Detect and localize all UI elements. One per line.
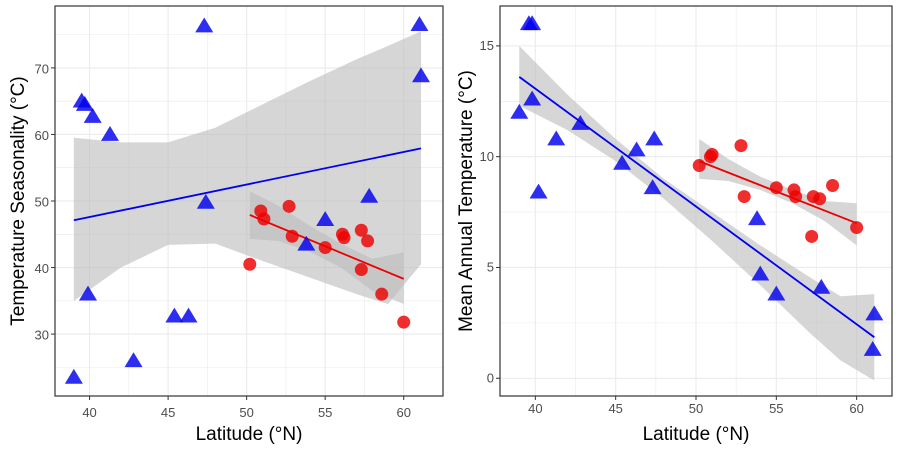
left-panel-seasonality: 40 45 50 55 60 30 40 50 60 70 Latitude (°N) Tempera… bbox=[8, 5, 444, 445]
y-tick-label: 15 bbox=[480, 38, 494, 53]
data-point-circle bbox=[375, 287, 389, 301]
y-tick-label: 30 bbox=[35, 328, 49, 343]
y-tick-label: 0 bbox=[487, 370, 494, 385]
data-point-circle bbox=[692, 159, 706, 173]
data-point-triangle bbox=[100, 125, 119, 141]
data-point-triangle bbox=[748, 210, 767, 226]
x-tick-label: 45 bbox=[608, 401, 622, 416]
x-tick-label: 40 bbox=[82, 405, 96, 420]
y-tick-label: 60 bbox=[35, 128, 49, 143]
data-point-triangle bbox=[645, 130, 664, 146]
data-point-triangle bbox=[64, 368, 83, 384]
data-point-triangle bbox=[410, 16, 429, 32]
data-point-triangle bbox=[510, 103, 529, 119]
triangle-series-points bbox=[64, 16, 431, 384]
data-point-circle bbox=[813, 192, 827, 206]
data-point-triangle bbox=[865, 305, 884, 321]
right-panel-mean-temperature: 40 45 50 55 60 0 5 10 15 Latitude (°N) Mean Annual… bbox=[456, 5, 893, 445]
x-axis-title: Latitude (°N) bbox=[196, 424, 303, 445]
y-axis-title: Mean Annual Temperature (°C) bbox=[456, 70, 477, 332]
data-point-circle bbox=[318, 241, 332, 255]
data-point-triangle bbox=[412, 67, 431, 83]
data-point-triangle bbox=[316, 211, 335, 227]
data-point-circle bbox=[826, 178, 840, 192]
x-tick-label: 55 bbox=[318, 405, 332, 420]
data-point-triangle bbox=[529, 183, 548, 199]
data-point-triangle bbox=[812, 278, 831, 294]
data-point-triangle bbox=[523, 90, 542, 106]
data-point-triangle bbox=[627, 141, 646, 157]
data-point-circle bbox=[361, 234, 375, 248]
x-axis-title: Latitude (°N) bbox=[643, 424, 750, 445]
data-point-triangle bbox=[547, 130, 566, 146]
data-point-triangle bbox=[767, 285, 786, 301]
data-point-triangle bbox=[360, 187, 379, 203]
data-point-circle bbox=[397, 315, 411, 329]
data-point-circle bbox=[850, 221, 864, 235]
data-point-circle bbox=[354, 223, 368, 237]
data-point-triangle bbox=[297, 235, 316, 251]
data-point-triangle bbox=[179, 307, 198, 323]
data-point-triangle bbox=[124, 352, 143, 368]
confidence-band-triangle-series bbox=[73, 31, 422, 305]
data-point-triangle bbox=[83, 107, 102, 123]
data-point-circle bbox=[243, 257, 257, 271]
x-tick-label: 60 bbox=[396, 405, 410, 420]
x-tick-label: 50 bbox=[689, 401, 703, 416]
y-tick-label: 70 bbox=[35, 61, 49, 76]
data-point-circle bbox=[705, 147, 719, 161]
x-tick-label: 60 bbox=[849, 401, 863, 416]
data-point-circle bbox=[769, 181, 783, 195]
data-point-circle bbox=[354, 263, 368, 277]
y-tick-label: 50 bbox=[35, 195, 49, 210]
data-point-triangle bbox=[571, 114, 590, 130]
y-tick-label: 10 bbox=[480, 149, 494, 164]
x-tick-label: 45 bbox=[161, 405, 175, 420]
x-tick-label: 40 bbox=[528, 401, 542, 416]
y-axis-title: Temperature Seasonality (°C) bbox=[8, 76, 29, 325]
trend-line-triangle-series bbox=[73, 147, 422, 222]
data-point-triangle bbox=[863, 340, 882, 356]
data-point-circle bbox=[285, 229, 299, 243]
y-tick-label: 40 bbox=[35, 261, 49, 276]
confidence-band-triangle-series bbox=[519, 45, 875, 381]
data-point-circle bbox=[789, 190, 803, 204]
data-point-triangle bbox=[196, 193, 215, 209]
data-point-triangle bbox=[643, 179, 662, 195]
data-point-triangle bbox=[78, 285, 97, 301]
data-point-triangle bbox=[165, 307, 184, 323]
data-point-triangle bbox=[195, 17, 214, 33]
triangle-series-points bbox=[510, 15, 884, 356]
y-tick-label: 5 bbox=[487, 260, 494, 275]
data-point-circle bbox=[805, 229, 819, 243]
x-tick-label: 50 bbox=[239, 405, 253, 420]
data-point-triangle bbox=[613, 154, 632, 170]
x-tick-label: 55 bbox=[769, 401, 783, 416]
data-point-triangle bbox=[75, 95, 94, 111]
data-point-circle bbox=[257, 212, 271, 226]
circle-series-points bbox=[692, 139, 864, 243]
circle-series-points bbox=[243, 199, 411, 329]
data-point-triangle bbox=[751, 265, 770, 281]
data-point-triangle bbox=[523, 15, 542, 31]
data-point-circle bbox=[734, 139, 748, 153]
data-point-circle bbox=[282, 199, 296, 213]
data-point-circle bbox=[337, 231, 351, 245]
data-point-circle bbox=[737, 190, 751, 204]
